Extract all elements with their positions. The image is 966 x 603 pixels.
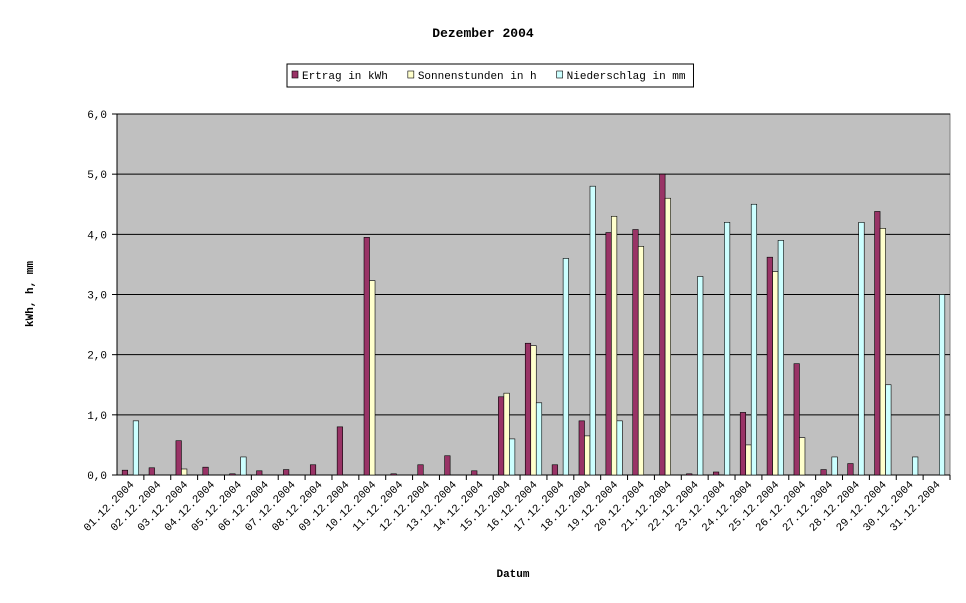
bar	[444, 455, 451, 476]
bar	[369, 280, 376, 476]
bar	[793, 363, 800, 476]
legend-swatch	[291, 70, 299, 79]
bar	[390, 473, 397, 476]
bar	[713, 471, 720, 476]
bar	[847, 463, 854, 476]
bar	[799, 437, 806, 476]
bar	[256, 470, 263, 476]
bar	[309, 464, 317, 476]
bar	[498, 396, 505, 476]
y-tick-label: 5,0	[87, 170, 107, 182]
bar	[885, 384, 892, 476]
y-tick-label: 3,0	[87, 291, 107, 303]
chart-title: Dezember 2004	[432, 26, 534, 41]
bar	[777, 240, 784, 476]
bar	[148, 467, 155, 476]
bar	[121, 469, 128, 476]
bar	[503, 392, 510, 476]
bar	[605, 232, 612, 476]
bar	[820, 469, 827, 476]
bar	[229, 473, 236, 476]
bar	[283, 469, 290, 476]
bar	[831, 456, 838, 476]
legend-box	[286, 63, 694, 88]
bar	[874, 211, 881, 476]
bar	[530, 345, 537, 476]
legend-swatch	[556, 70, 563, 79]
bar	[879, 228, 886, 476]
bar	[551, 464, 558, 476]
bar	[181, 468, 188, 476]
bar	[766, 256, 773, 476]
bar	[336, 426, 343, 476]
bar	[584, 435, 591, 476]
bar	[745, 444, 752, 476]
bar	[132, 420, 139, 476]
bar	[912, 456, 919, 476]
bar	[939, 294, 946, 476]
bar	[697, 276, 704, 476]
bar	[363, 237, 370, 476]
y-tick-label: 6,0	[87, 110, 107, 122]
y-tick-label: 0,0	[87, 471, 107, 483]
bar	[637, 246, 645, 476]
bar	[616, 420, 623, 476]
bar	[686, 473, 693, 476]
bar	[659, 173, 666, 476]
y-axis-title: kWh, h, mm	[25, 261, 37, 327]
legend-label: Ertrag in kWh	[302, 71, 388, 83]
bar	[739, 412, 747, 476]
bar	[471, 470, 478, 476]
bar	[772, 271, 779, 476]
bar	[632, 229, 639, 476]
bar	[417, 464, 424, 476]
legend-label: Sonnenstunden in h	[418, 71, 537, 83]
bar	[664, 197, 671, 476]
x-axis-title: Datum	[496, 569, 529, 581]
bar	[202, 466, 209, 476]
bar	[509, 438, 516, 476]
bar	[858, 222, 865, 476]
bar	[175, 440, 182, 476]
bar	[524, 342, 532, 476]
bar	[240, 456, 247, 476]
legend-swatch	[407, 70, 415, 79]
legend: Ertrag in kWh Sonnenstunden in h Niedersch…	[286, 63, 694, 88]
bar	[750, 203, 758, 476]
bar	[724, 222, 731, 476]
bar	[578, 420, 585, 476]
bar	[611, 215, 618, 476]
bar	[535, 402, 543, 476]
y-tick-label: 1,0	[87, 411, 107, 423]
bar	[589, 185, 596, 476]
bar	[562, 258, 569, 476]
y-tick-label: 2,0	[87, 351, 107, 363]
legend-label: Niederschlag in mm	[567, 71, 686, 83]
y-tick-label: 4,0	[87, 230, 107, 242]
